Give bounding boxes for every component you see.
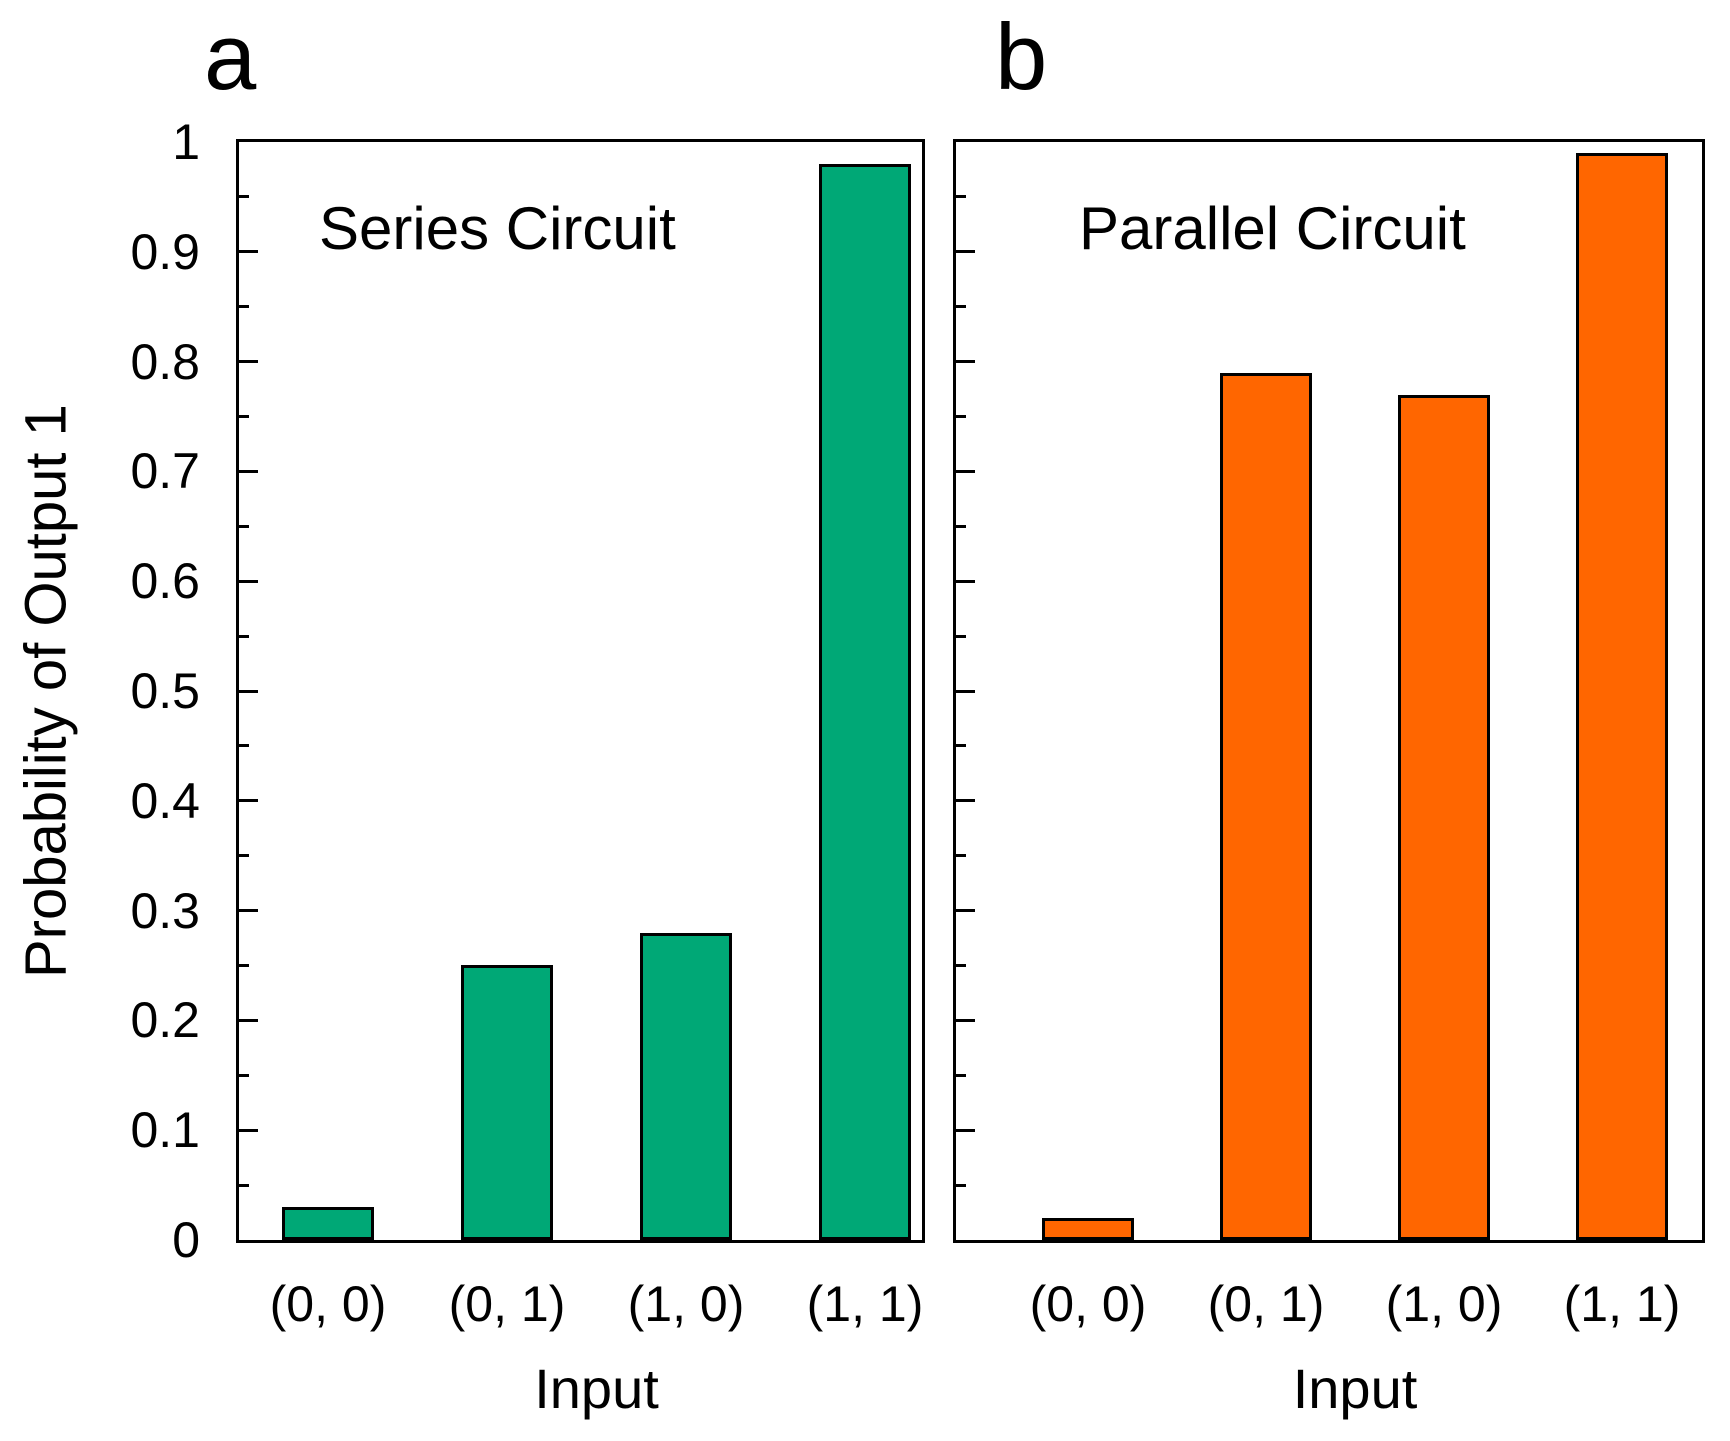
- x-tick-label: (0, 0): [1029, 1276, 1147, 1332]
- y-major-tick: [239, 579, 258, 583]
- y-tick-label: 0.5: [130, 663, 200, 719]
- y-major-tick: [239, 799, 258, 803]
- bar-a-3: [640, 933, 732, 1240]
- x-axis-title-series: Input: [534, 1357, 659, 1420]
- y-minor-tick: [239, 1073, 249, 1077]
- y-major-tick: [239, 360, 258, 364]
- y-major-tick: [956, 799, 975, 803]
- y-minor-tick: [956, 195, 966, 199]
- y-tick-label: 0.9: [130, 223, 200, 280]
- y-major-tick: [956, 469, 975, 473]
- y-minor-tick: [239, 415, 249, 418]
- x-tick-label: (0, 0): [269, 1276, 387, 1332]
- y-minor-tick: [956, 854, 966, 858]
- y-minor-tick: [956, 305, 966, 309]
- y-tick-label: 0.4: [130, 772, 200, 829]
- series-circuit-title: Series Circuit: [319, 195, 676, 262]
- parallel-circuit-plot: Parallel Circuit: [953, 139, 1705, 1243]
- y-tick-labels: 0 0.1 0.2 0.3 0.4 0.5 0.6 0.7 0.8 0.9 1: [0, 0, 200, 1441]
- y-major-tick: [956, 689, 975, 693]
- bar-b-3: [1398, 395, 1490, 1240]
- bar-a-2: [461, 965, 553, 1240]
- x-tick-label: (1, 1): [806, 1276, 924, 1332]
- y-minor-tick: [956, 964, 966, 967]
- y-minor-tick: [239, 634, 249, 638]
- y-major-tick: [956, 1128, 975, 1132]
- y-minor-tick: [239, 195, 249, 199]
- y-minor-tick: [239, 1183, 249, 1187]
- y-tick-label: 0.1: [130, 1102, 200, 1159]
- y-tick-label: 0: [172, 1212, 200, 1268]
- y-minor-tick: [956, 634, 966, 638]
- panel-b-letter: b: [995, 4, 1048, 109]
- y-major-tick: [956, 250, 975, 254]
- x-axis-title-parallel: Input: [1292, 1357, 1418, 1420]
- series-circuit-plot: Series Circuit: [236, 139, 925, 1243]
- y-tick-label: 0.2: [130, 992, 200, 1049]
- x-tick-label: (1, 0): [1385, 1276, 1503, 1332]
- y-tick-label: 0.7: [130, 443, 200, 500]
- x-tick-label: (0, 1): [1207, 1276, 1325, 1332]
- bar-b-4: [1576, 153, 1668, 1240]
- y-minor-tick: [239, 854, 249, 858]
- y-minor-tick: [239, 305, 249, 309]
- y-major-tick: [956, 1018, 975, 1022]
- bar-a-1: [282, 1207, 374, 1240]
- y-major-tick: [239, 1018, 258, 1022]
- y-minor-tick: [239, 744, 249, 748]
- bar-a-4: [819, 164, 911, 1240]
- y-major-tick: [239, 909, 258, 913]
- y-major-tick: [239, 1128, 258, 1132]
- y-tick-label: 0.6: [130, 553, 200, 610]
- y-minor-tick: [956, 1073, 966, 1077]
- y-tick-label: 0.3: [130, 882, 200, 939]
- y-minor-tick: [956, 415, 966, 418]
- y-minor-tick: [956, 744, 966, 748]
- y-major-tick: [239, 469, 258, 473]
- y-minor-tick: [239, 964, 249, 967]
- y-major-tick: [956, 909, 975, 913]
- y-minor-tick: [239, 524, 249, 528]
- y-major-tick: [239, 689, 258, 693]
- bar-b-2: [1220, 373, 1312, 1240]
- x-tick-label: (1, 1): [1563, 1276, 1681, 1332]
- y-tick-label: 1: [172, 114, 200, 170]
- panel-a-letter: a: [204, 4, 257, 109]
- bar-b-1: [1042, 1218, 1134, 1240]
- y-minor-tick: [956, 524, 966, 528]
- x-tick-label: (0, 1): [448, 1276, 566, 1332]
- y-major-tick: [956, 579, 975, 583]
- parallel-circuit-title: Parallel Circuit: [1079, 195, 1466, 262]
- y-tick-label: 0.8: [130, 333, 200, 390]
- y-major-tick: [956, 360, 975, 364]
- y-minor-tick: [956, 1183, 966, 1187]
- y-major-tick: [239, 250, 258, 254]
- x-tick-label: (1, 0): [627, 1276, 745, 1332]
